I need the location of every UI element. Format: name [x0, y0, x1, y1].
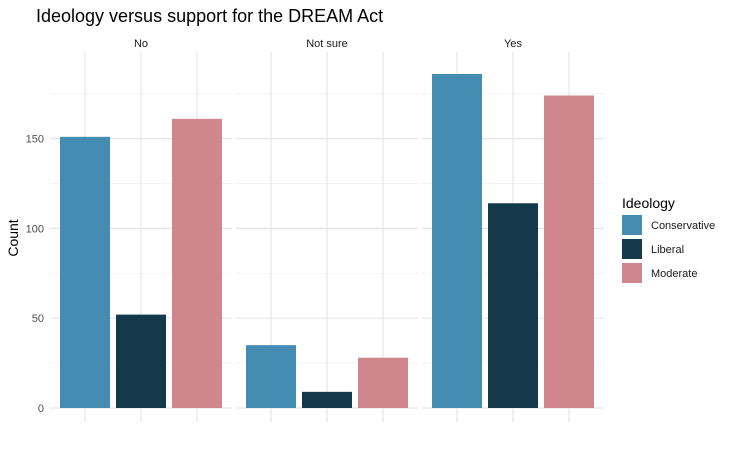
facet-panel: Yes [422, 38, 604, 422]
legend-key [622, 263, 642, 283]
bar [488, 203, 538, 408]
legend-label: Liberal [651, 244, 684, 256]
legend-label: Conservative [651, 220, 715, 232]
y-axis-title: Count [5, 219, 21, 256]
bar [302, 391, 352, 408]
bar [358, 357, 408, 408]
bar [172, 118, 222, 408]
y-tick-label: 100 [26, 223, 44, 235]
bar [544, 95, 594, 409]
facet-panel: Not sure [236, 38, 418, 422]
facet-panels: No Not sure Yes [50, 38, 604, 422]
bar [246, 345, 296, 408]
bar [116, 314, 166, 408]
facet-label: Not sure [306, 38, 348, 50]
y-tick-label: 150 [26, 134, 44, 146]
chart-title: Ideology versus support for the DREAM Ac… [36, 6, 383, 26]
bar [432, 73, 482, 409]
y-axis: 0 50 100 150 [26, 134, 44, 415]
facet-label: No [134, 38, 148, 50]
facet-panel: No [50, 38, 232, 422]
y-tick-label: 50 [32, 313, 44, 325]
bar [60, 136, 110, 408]
legend-title: Ideology [622, 195, 675, 211]
legend-label: Moderate [651, 268, 697, 280]
facet-label: Yes [504, 38, 522, 50]
legend-key [622, 239, 642, 259]
y-tick-label: 0 [38, 403, 44, 415]
legend: Ideology Conservative Liberal Moderate [622, 195, 715, 283]
legend-key [622, 215, 642, 235]
